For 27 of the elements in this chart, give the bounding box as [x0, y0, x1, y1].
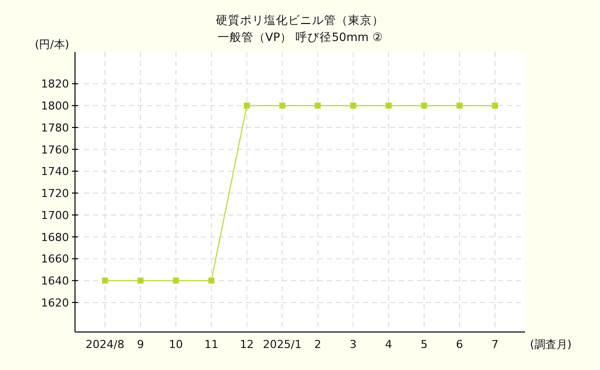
y-tick-label: 1820	[41, 78, 69, 91]
y-tick-label: 1660	[41, 252, 69, 266]
x-tick-label: 5	[420, 338, 428, 351]
x-tick-label: 2024/8	[86, 338, 124, 351]
y-tick-label: 1780	[41, 121, 69, 134]
x-tick-label: 2025/1	[262, 338, 302, 351]
x-tick-label: 6	[456, 338, 464, 351]
x-tick-label: 2	[314, 338, 322, 351]
y-tick-label: 1680	[41, 230, 69, 244]
x-axis-title: (調査月)	[530, 338, 572, 351]
chart-title: 硬質ポリ塩化ビニル管（東京）	[216, 13, 384, 27]
x-tick-label: 3	[350, 338, 357, 351]
x-tick-label: 11	[204, 338, 218, 351]
x-tick-label: 4	[385, 338, 392, 351]
y-tick-label: 1740	[41, 165, 69, 178]
x-tick-label: 7	[492, 338, 498, 351]
y-axis-title: (円/本)	[34, 38, 70, 51]
y-tick-label: 1720	[41, 187, 69, 200]
y-tick-label: 1620	[41, 296, 69, 310]
y-tick-label: 1700	[41, 208, 69, 222]
x-tick-label: 9	[136, 338, 144, 351]
y-tick-label: 1760	[41, 143, 69, 156]
x-tick-label: 12	[240, 338, 254, 351]
y-tick-label: 1640	[41, 274, 69, 288]
x-tick-label: 10	[168, 338, 183, 351]
y-tick-label: 1800	[41, 100, 69, 113]
chart-subtitle: 一般管（VP） 呼び径50mm ②	[217, 30, 383, 44]
